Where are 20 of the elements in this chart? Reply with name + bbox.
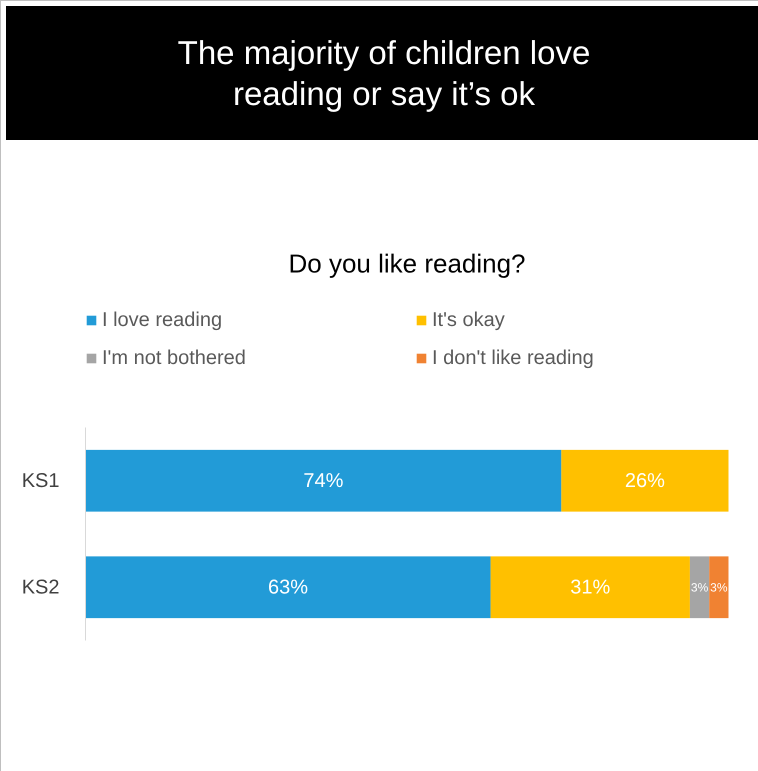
bar <box>561 450 728 512</box>
data-label: 74% <box>303 470 344 492</box>
bar <box>86 450 562 512</box>
chart-title: The majority of children love reading or say it’s ok <box>176 32 592 114</box>
bar <box>86 556 491 618</box>
y-tick-label: KS2 <box>22 576 60 598</box>
data-label: 31% <box>570 576 610 598</box>
legend-label: I don't like reading <box>432 346 595 370</box>
legend-label: I'm not bothered <box>102 346 247 370</box>
data-label: 26% <box>624 470 666 492</box>
legend-label: I love reading <box>102 308 224 332</box>
data-label: 3% <box>710 580 728 594</box>
chart-subtitle: Do you like reading? <box>288 248 526 278</box>
y-tick-label: KS1 <box>22 470 60 492</box>
legend-label: It's okay <box>432 308 506 332</box>
bar <box>690 556 710 618</box>
bar <box>709 556 728 618</box>
data-label: 63% <box>268 576 308 598</box>
bar <box>490 556 690 618</box>
data-label: 3% <box>690 580 709 594</box>
